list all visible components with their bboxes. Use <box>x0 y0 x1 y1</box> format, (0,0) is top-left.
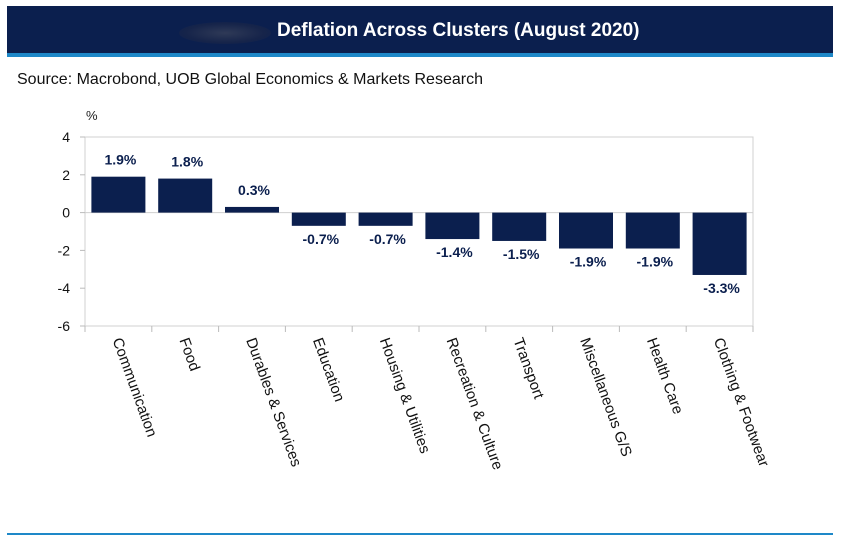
title-bar: Deflation Across Clusters (August 2020) <box>7 6 833 57</box>
bar <box>291 212 346 226</box>
data-label: -1.5% <box>503 246 540 262</box>
data-label: -1.4% <box>436 244 473 260</box>
y-tick-label: -2 <box>58 242 71 258</box>
bar <box>692 212 747 275</box>
category-label: Food <box>175 336 203 374</box>
category-label: Health Care <box>643 336 686 417</box>
bar <box>559 212 613 249</box>
bar <box>492 212 547 241</box>
data-label: 0.3% <box>238 182 270 198</box>
data-label: 1.8% <box>171 154 203 170</box>
category-label: Housing & Utilities <box>376 336 434 456</box>
data-label: -0.7% <box>369 231 406 247</box>
y-tick-label: 0 <box>62 205 70 221</box>
source-note: Source: Macrobond, UOB Global Economics … <box>17 71 483 88</box>
category-label: Clothing & Footwear <box>710 336 772 470</box>
y-tick-label: 4 <box>62 129 70 145</box>
bar <box>625 212 680 249</box>
y-tick-label: 2 <box>62 167 70 183</box>
redacted-logo <box>179 22 271 44</box>
category-label: Durables & Services <box>242 336 304 470</box>
category-label: Education <box>309 336 348 405</box>
bar <box>225 206 279 213</box>
data-label: -3.3% <box>703 280 740 296</box>
category-label: Transport <box>509 336 547 402</box>
y-tick-label: -6 <box>58 318 71 334</box>
data-label: -0.7% <box>303 231 340 247</box>
bar <box>425 212 480 240</box>
y-tick-label: -4 <box>58 280 71 296</box>
bar <box>91 176 146 213</box>
bottom-divider <box>7 533 833 535</box>
data-label: 1.9% <box>104 152 136 168</box>
category-label: Miscellaneous G/S <box>576 336 635 459</box>
data-label: -1.9% <box>570 254 607 270</box>
category-label: Recreation & Culture <box>443 336 507 473</box>
chart-title: Deflation Across Clusters (August 2020) <box>277 20 640 41</box>
data-label: -1.9% <box>637 254 674 270</box>
y-axis-unit: % <box>86 108 98 123</box>
category-label: Communication <box>109 336 161 440</box>
bar <box>158 178 213 213</box>
bar <box>358 212 413 226</box>
